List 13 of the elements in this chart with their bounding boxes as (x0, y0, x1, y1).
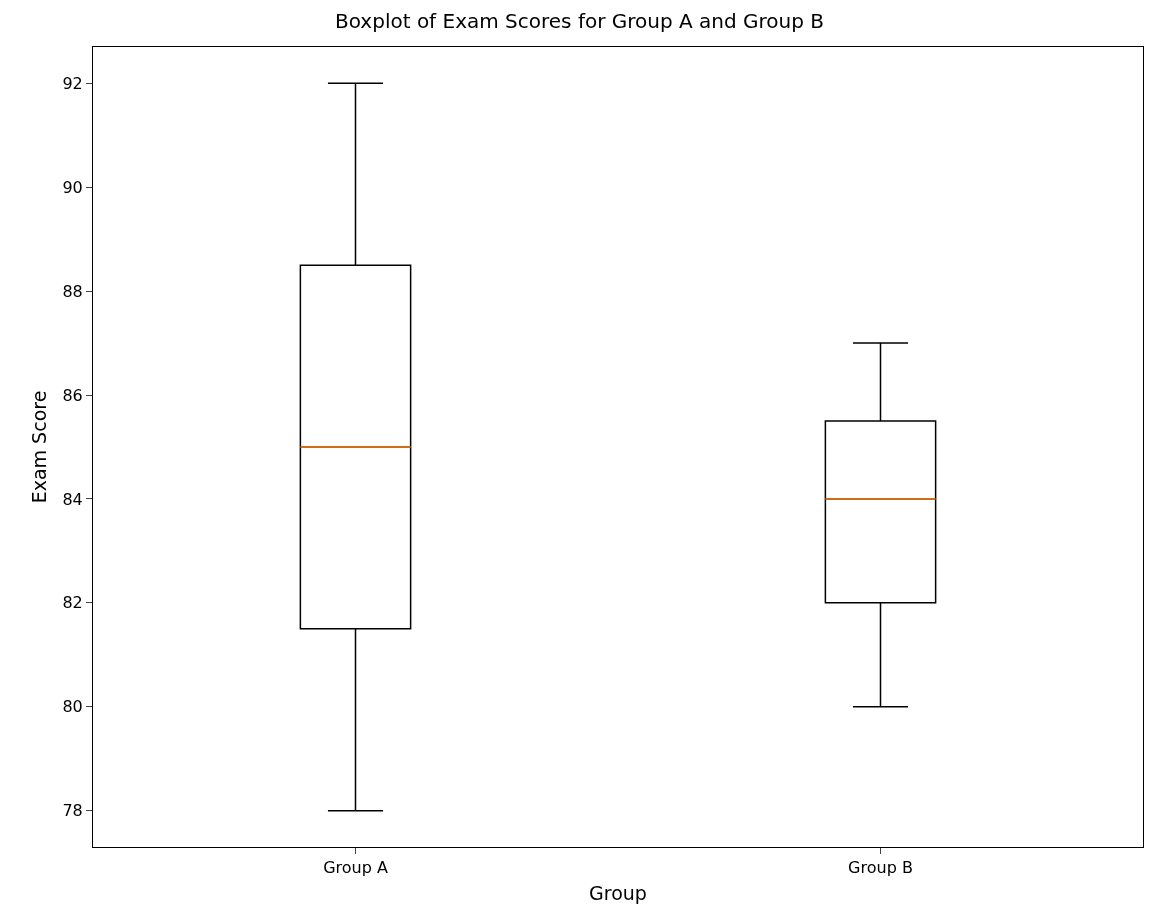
x-axis-title: Group (589, 882, 647, 904)
x-tick-label: Group B (848, 858, 913, 878)
y-tick-label: 78 (62, 801, 83, 821)
y-tick-label: 88 (62, 281, 83, 301)
y-axis-title: Exam Score (28, 390, 51, 504)
y-tick-label: 82 (62, 593, 83, 613)
y-tick-label: 84 (62, 489, 83, 509)
y-tick-label: 92 (62, 73, 83, 93)
y-tick-label: 90 (62, 177, 83, 197)
chart-title: Boxplot of Exam Scores for Group A and Group B (335, 8, 824, 33)
y-tick-label: 80 (62, 697, 83, 717)
x-tick-label: Group A (323, 858, 388, 878)
y-tick-label: 86 (62, 385, 83, 405)
